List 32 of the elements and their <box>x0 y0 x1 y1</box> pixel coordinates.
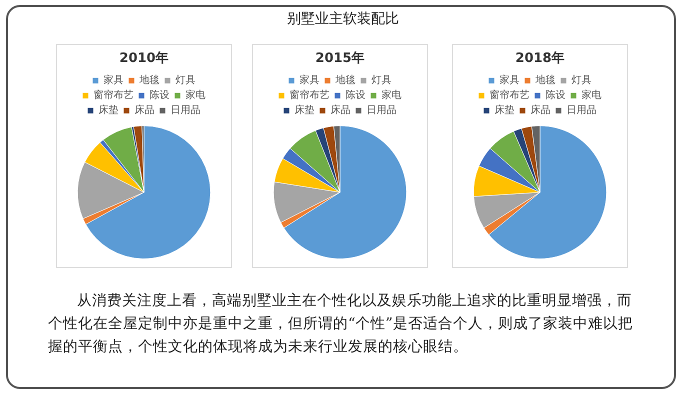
legend-label: 陈设 <box>150 89 170 102</box>
legend-label: 地毯 <box>534 74 556 86</box>
legend-label: 床垫 <box>494 104 514 116</box>
legend-label: 地毯 <box>138 74 160 86</box>
chart-title: 2018年 <box>515 51 565 66</box>
legend-label: 灯具 <box>572 74 592 86</box>
legend-label: 床品 <box>530 104 550 116</box>
legend-label: 灯具 <box>176 74 196 86</box>
legend-label: 床品 <box>134 104 154 116</box>
legend-label: 家具 <box>500 74 520 86</box>
text: 从消费关注度上看，高端别墅业主在个性化以及娱乐功能上追求的比重明显增强，而个性化在全屋定制中亦是重中之重，但所谓的“个性”是否适合个人，则成了家装中难以把握的平衡点，个性文化的体现将成为未来行业发展的核心眼结。 <box>48 292 634 357</box>
legend-label: 床垫 <box>294 104 314 116</box>
legend-label: 家具 <box>104 74 124 86</box>
legend-label: 日用品 <box>170 105 200 116</box>
legend-label: 窗帘布艺 <box>290 89 330 102</box>
chart-title: 2015年 <box>315 51 365 66</box>
legend-label: 日用品 <box>366 105 396 116</box>
legend-label: 窗帘布艺 <box>490 89 530 102</box>
chart-title: 2010年 <box>119 51 169 66</box>
legend-label: 家电 <box>582 89 602 102</box>
legend-label: 家电 <box>186 89 206 102</box>
text: 别墅业主软装配比 <box>286 10 400 28</box>
legend-label: 床垫 <box>98 104 118 116</box>
legend-label: 灯具 <box>372 74 392 86</box>
legend-label: 地毯 <box>334 74 356 86</box>
legend-label: 床品 <box>330 104 350 116</box>
legend-label: 日用品 <box>566 105 596 116</box>
legend-label: 家具 <box>300 74 320 86</box>
legend-label: 家电 <box>382 89 402 102</box>
legend-label: 陈设 <box>546 89 566 102</box>
legend-label: 窗帘布艺 <box>94 89 134 102</box>
legend-label: 陈设 <box>346 89 366 102</box>
